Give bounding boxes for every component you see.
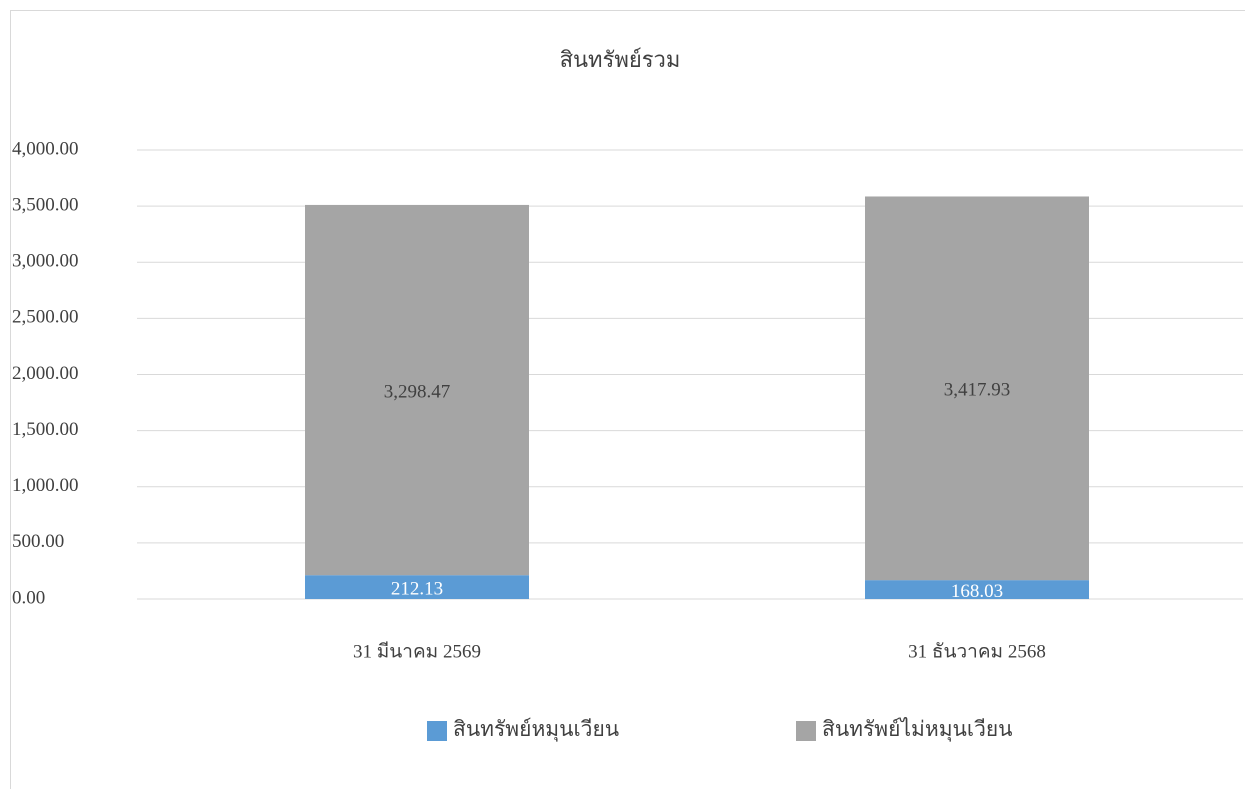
y-tick-label: 2,500.00 [12, 307, 79, 328]
legend-label: สินทรัพย์ไม่หมุนเวียน [822, 717, 1013, 742]
data-label: 3,298.47 [384, 381, 451, 402]
y-tick-label: 3,000.00 [12, 251, 79, 272]
y-tick-label: 0.00 [12, 587, 45, 608]
bar-segment [865, 580, 1089, 599]
legend-swatch [796, 721, 816, 741]
data-label: 212.13 [391, 578, 443, 599]
y-tick-label: 4,000.00 [12, 138, 79, 159]
x-tick-label: 31 ธันวาคม 2568 [908, 641, 1046, 662]
chart-title: สินทรัพย์รวม [560, 47, 681, 72]
x-tick-label: 31 มีนาคม 2569 [353, 640, 481, 662]
legend-swatch [427, 721, 447, 741]
bar-segment [305, 204, 529, 576]
data-label: 168.03 [951, 581, 1003, 602]
legend-label: สินทรัพย์หมุนเวียน [453, 717, 619, 742]
y-tick-label: 1,000.00 [12, 475, 79, 496]
data-label: 3,417.93 [944, 380, 1011, 401]
chart-border [10, 10, 1245, 789]
bar-segment [865, 196, 1089, 581]
y-tick-label: 1,500.00 [12, 419, 79, 440]
y-tick-label: 2,000.00 [12, 363, 79, 384]
y-tick-label: 500.00 [12, 531, 64, 552]
bar-segment [305, 575, 529, 599]
y-tick-label: 3,500.00 [12, 194, 79, 215]
